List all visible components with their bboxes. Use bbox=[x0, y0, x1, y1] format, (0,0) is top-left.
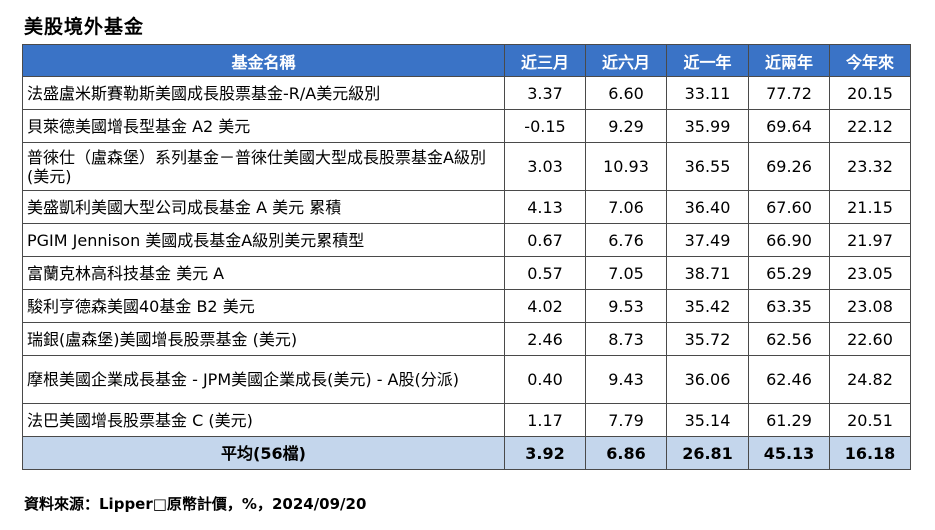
table-row: 瑞銀(盧森堡)美國增長股票基金 (美元) 2.46 8.73 35.72 62.… bbox=[22, 322, 911, 356]
return-3m-cell: -0.15 bbox=[504, 109, 586, 143]
average-row: 平均(56檔) 3.92 6.86 26.81 45.13 16.18 bbox=[22, 436, 911, 470]
return-1y-cell: 36.55 bbox=[666, 142, 749, 191]
return-6m-cell: 9.43 bbox=[585, 355, 667, 404]
return-1y-cell: 35.14 bbox=[666, 403, 749, 437]
column-header-2y: 近兩年 bbox=[748, 44, 830, 77]
return-2y-cell: 66.90 bbox=[748, 223, 830, 257]
column-header-3m: 近三月 bbox=[504, 44, 586, 77]
source-note: 資料來源：Lipper□原幣計價，%，2024/09/20 bbox=[24, 495, 367, 513]
table-row: 法盛盧米斯賽勒斯美國成長股票基金-R/A美元級別 3.37 6.60 33.11… bbox=[22, 76, 911, 110]
return-1y-cell: 36.40 bbox=[666, 190, 749, 224]
return-ytd-cell: 22.60 bbox=[829, 322, 911, 356]
table-row: 美盛凱利美國大型公司成長基金 A 美元 累積 4.13 7.06 36.40 6… bbox=[22, 190, 911, 224]
fund-name-cell: 富蘭克林高科技基金 美元 A bbox=[22, 256, 505, 290]
return-2y-cell: 61.29 bbox=[748, 403, 830, 437]
table-row: 摩根美國企業成長基金 - JPM美國企業成長(美元) - A股(分派) 0.40… bbox=[22, 355, 911, 404]
average-2y-cell: 45.13 bbox=[748, 436, 830, 470]
fund-name-cell: 普徠仕（盧森堡）系列基金－普徠仕美國大型成長股票基金A級別(美元) bbox=[22, 142, 505, 191]
return-3m-cell: 1.17 bbox=[504, 403, 586, 437]
fund-name-cell: 瑞銀(盧森堡)美國增長股票基金 (美元) bbox=[22, 322, 505, 356]
return-ytd-cell: 20.15 bbox=[829, 76, 911, 110]
return-2y-cell: 69.64 bbox=[748, 109, 830, 143]
return-ytd-cell: 21.15 bbox=[829, 190, 911, 224]
return-3m-cell: 0.57 bbox=[504, 256, 586, 290]
table-header-row: 基金名稱 近三月 近六月 近一年 近兩年 今年來 bbox=[22, 44, 911, 77]
column-header-1y: 近一年 bbox=[666, 44, 749, 77]
average-6m-cell: 6.86 bbox=[585, 436, 667, 470]
return-2y-cell: 69.26 bbox=[748, 142, 830, 191]
average-3m-cell: 3.92 bbox=[504, 436, 586, 470]
fund-name-cell: 美盛凱利美國大型公司成長基金 A 美元 累積 bbox=[22, 190, 505, 224]
return-3m-cell: 3.37 bbox=[504, 76, 586, 110]
average-label: 平均(56檔) bbox=[22, 436, 505, 470]
return-ytd-cell: 22.12 bbox=[829, 109, 911, 143]
table-row: 貝萊德美國增長型基金 A2 美元 -0.15 9.29 35.99 69.64 … bbox=[22, 109, 911, 143]
table-row: 普徠仕（盧森堡）系列基金－普徠仕美國大型成長股票基金A級別(美元) 3.03 1… bbox=[22, 142, 911, 191]
return-ytd-cell: 20.51 bbox=[829, 403, 911, 437]
return-3m-cell: 0.67 bbox=[504, 223, 586, 257]
return-3m-cell: 3.03 bbox=[504, 142, 586, 191]
return-2y-cell: 65.29 bbox=[748, 256, 830, 290]
table-row: PGIM Jennison 美國成長基金A級別美元累積型 0.67 6.76 3… bbox=[22, 223, 911, 257]
return-1y-cell: 37.49 bbox=[666, 223, 749, 257]
return-ytd-cell: 21.97 bbox=[829, 223, 911, 257]
return-ytd-cell: 23.08 bbox=[829, 289, 911, 323]
return-ytd-cell: 23.05 bbox=[829, 256, 911, 290]
return-6m-cell: 6.60 bbox=[585, 76, 667, 110]
return-3m-cell: 4.13 bbox=[504, 190, 586, 224]
return-6m-cell: 9.29 bbox=[585, 109, 667, 143]
return-2y-cell: 63.35 bbox=[748, 289, 830, 323]
return-ytd-cell: 23.32 bbox=[829, 142, 911, 191]
return-2y-cell: 62.56 bbox=[748, 322, 830, 356]
return-3m-cell: 4.02 bbox=[504, 289, 586, 323]
return-6m-cell: 7.06 bbox=[585, 190, 667, 224]
table-row: 富蘭克林高科技基金 美元 A 0.57 7.05 38.71 65.29 23.… bbox=[22, 256, 911, 290]
return-6m-cell: 8.73 bbox=[585, 322, 667, 356]
column-header-fund-name: 基金名稱 bbox=[22, 44, 505, 77]
return-6m-cell: 6.76 bbox=[585, 223, 667, 257]
fund-name-cell: 貝萊德美國增長型基金 A2 美元 bbox=[22, 109, 505, 143]
page-title: 美股境外基金 bbox=[24, 16, 145, 38]
fund-name-cell: 法巴美國增長股票基金 C (美元) bbox=[22, 403, 505, 437]
fund-name-cell: 法盛盧米斯賽勒斯美國成長股票基金-R/A美元級別 bbox=[22, 76, 505, 110]
return-6m-cell: 7.79 bbox=[585, 403, 667, 437]
return-1y-cell: 38.71 bbox=[666, 256, 749, 290]
return-1y-cell: 36.06 bbox=[666, 355, 749, 404]
return-1y-cell: 33.11 bbox=[666, 76, 749, 110]
return-1y-cell: 35.42 bbox=[666, 289, 749, 323]
fund-performance-table: 基金名稱 近三月 近六月 近一年 近兩年 今年來 法盛盧米斯賽勒斯美國成長股票基… bbox=[22, 44, 911, 470]
fund-name-cell: 駿利亨德森美國40基金 B2 美元 bbox=[22, 289, 505, 323]
column-header-6m: 近六月 bbox=[585, 44, 667, 77]
average-1y-cell: 26.81 bbox=[666, 436, 749, 470]
column-header-ytd: 今年來 bbox=[829, 44, 911, 77]
return-6m-cell: 7.05 bbox=[585, 256, 667, 290]
return-3m-cell: 0.40 bbox=[504, 355, 586, 404]
return-1y-cell: 35.99 bbox=[666, 109, 749, 143]
average-ytd-cell: 16.18 bbox=[829, 436, 911, 470]
table-row: 法巴美國增長股票基金 C (美元) 1.17 7.79 35.14 61.29 … bbox=[22, 403, 911, 437]
return-2y-cell: 77.72 bbox=[748, 76, 830, 110]
return-6m-cell: 9.53 bbox=[585, 289, 667, 323]
return-ytd-cell: 24.82 bbox=[829, 355, 911, 404]
return-6m-cell: 10.93 bbox=[585, 142, 667, 191]
return-2y-cell: 62.46 bbox=[748, 355, 830, 404]
return-1y-cell: 35.72 bbox=[666, 322, 749, 356]
fund-name-cell: PGIM Jennison 美國成長基金A級別美元累積型 bbox=[22, 223, 505, 257]
return-2y-cell: 67.60 bbox=[748, 190, 830, 224]
table-row: 駿利亨德森美國40基金 B2 美元 4.02 9.53 35.42 63.35 … bbox=[22, 289, 911, 323]
fund-name-cell: 摩根美國企業成長基金 - JPM美國企業成長(美元) - A股(分派) bbox=[22, 355, 505, 404]
return-3m-cell: 2.46 bbox=[504, 322, 586, 356]
